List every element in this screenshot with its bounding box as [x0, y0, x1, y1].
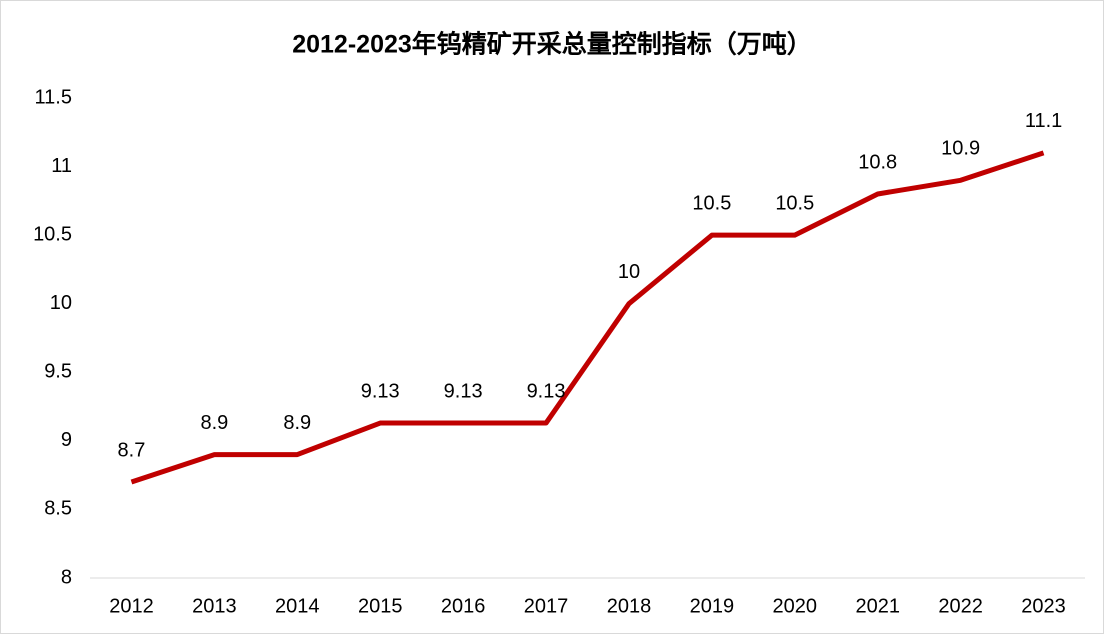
x-tick-label: 2020 [773, 595, 818, 617]
data-label: 9.13 [527, 380, 566, 402]
data-label: 8.9 [283, 412, 311, 434]
x-tick-label: 2014 [275, 595, 320, 617]
x-tick-label: 2021 [855, 595, 900, 617]
x-tick-label: 2016 [441, 595, 486, 617]
y-tick-label: 8 [61, 566, 72, 588]
x-tick-label: 2015 [358, 595, 403, 617]
data-label: 11.1 [1025, 110, 1062, 132]
x-tick-label: 2017 [524, 595, 569, 617]
data-label: 10.8 [858, 151, 897, 173]
y-tick-label: 11 [51, 155, 72, 177]
y-tick-label: 9 [61, 429, 72, 451]
chart-title: 2012-2023年钨精矿开采总量控制指标（万吨） [292, 30, 812, 59]
y-tick-label: 8.5 [44, 498, 72, 520]
data-label: 10.9 [941, 138, 980, 160]
data-label: 9.13 [444, 380, 483, 402]
data-label: 10.5 [692, 192, 731, 214]
y-tick-label: 9.5 [44, 361, 72, 383]
x-tick-label: 2013 [192, 595, 237, 617]
y-tick-label: 11.5 [35, 86, 72, 108]
data-label: 10.5 [775, 192, 814, 214]
data-line [130, 150, 1045, 485]
x-tick-label: 2022 [938, 595, 983, 617]
data-label: 8.7 [118, 439, 146, 461]
data-label: 9.13 [361, 380, 400, 402]
y-tick-label: 10.5 [33, 223, 72, 245]
x-tick-label: 2023 [1021, 595, 1066, 617]
data-label: 10 [618, 261, 640, 283]
x-tick-label: 2012 [109, 595, 154, 617]
y-tick-label: 10 [50, 292, 72, 314]
data-label: 8.9 [200, 412, 228, 434]
x-tick-label: 2018 [607, 595, 652, 617]
x-tick-label: 2019 [690, 595, 735, 617]
